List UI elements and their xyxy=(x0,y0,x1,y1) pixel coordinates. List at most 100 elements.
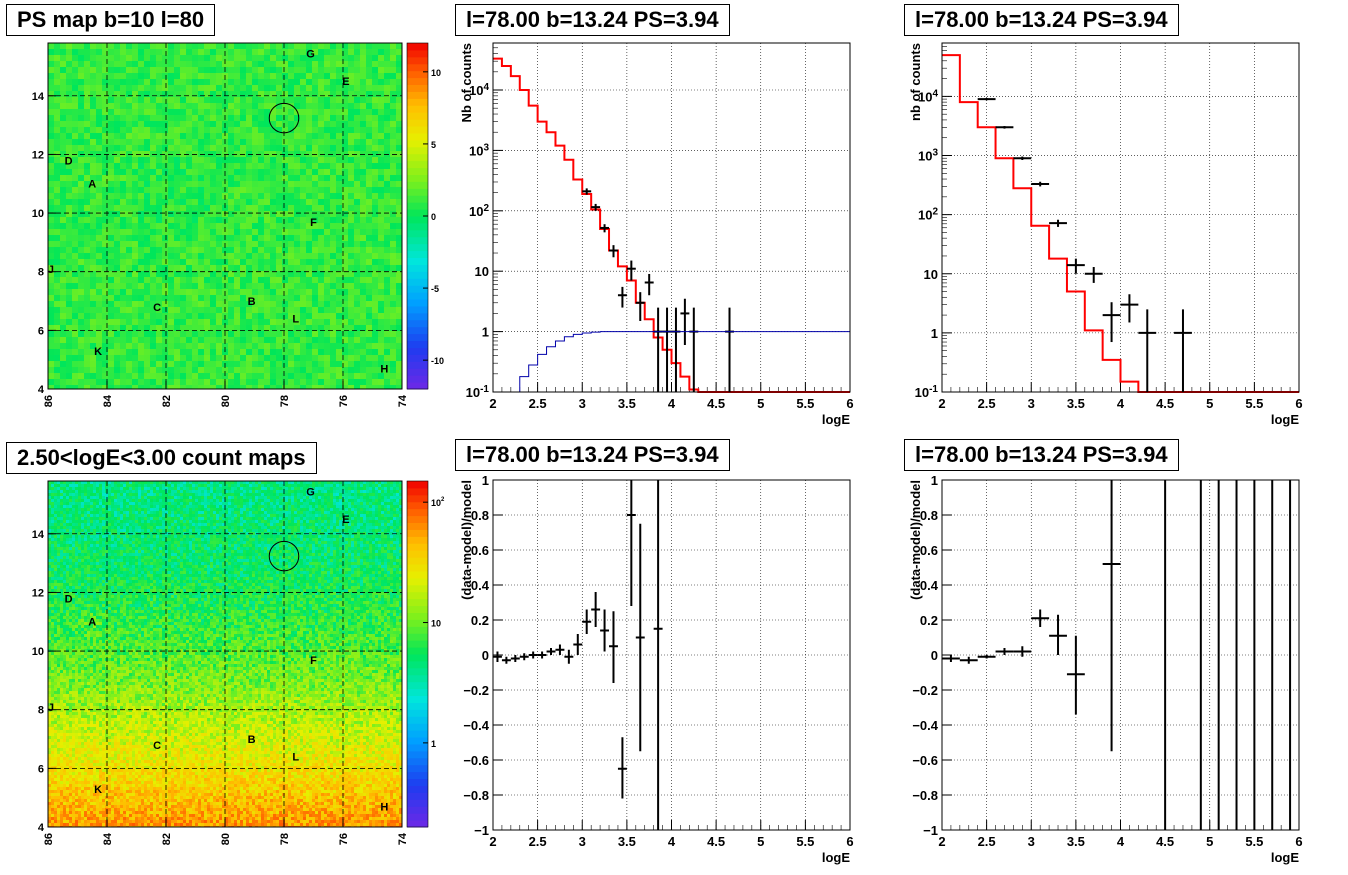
source-label-D: D xyxy=(65,155,73,167)
source-label-J: J xyxy=(48,264,54,276)
map-ytick-label: 6 xyxy=(38,325,44,337)
ytick-label: −1 xyxy=(474,823,489,838)
xtick-label: 4.5 xyxy=(1156,396,1174,411)
source-label-F: F xyxy=(310,655,317,667)
ytick-label: 103 xyxy=(469,142,489,158)
xtick-label: 3.5 xyxy=(1067,396,1085,411)
map-xtick-label: 76 xyxy=(338,833,350,845)
x-axis-label: logE xyxy=(1271,850,1299,865)
ytick-label: −0.8 xyxy=(912,788,938,803)
source-label-G: G xyxy=(306,486,315,498)
map-xtick-label: 86 xyxy=(43,833,55,845)
ytick-label: 10 xyxy=(475,264,489,279)
source-label-D: D xyxy=(65,593,73,605)
ytick-label: −0.4 xyxy=(912,718,938,733)
xtick-label: 2.5 xyxy=(529,396,547,411)
colorbar-tick-label: 5 xyxy=(431,140,436,150)
map-ytick-label: 4 xyxy=(38,384,45,396)
y-axis-label: nb of counts xyxy=(908,43,923,121)
xtick-label: 6 xyxy=(846,396,853,411)
map-xtick-label: 80 xyxy=(220,395,232,407)
source-label-E: E xyxy=(342,76,349,88)
map-xtick-label: 84 xyxy=(102,394,114,407)
xtick-label: 3 xyxy=(579,396,586,411)
map-colorbar: -10 -5 0 5 10 xyxy=(407,43,444,390)
ytick-label: 10-1 xyxy=(466,384,490,400)
ytick-label: −0.2 xyxy=(463,683,489,698)
xtick-label: 5.5 xyxy=(796,834,814,849)
ytick-label: 0.2 xyxy=(920,613,938,628)
xtick-label: 2.5 xyxy=(978,396,996,411)
xtick-label: 3.5 xyxy=(618,834,636,849)
xtick-label: 5.5 xyxy=(1245,396,1263,411)
ytick-label: −0.6 xyxy=(463,753,489,768)
ytick-label: 1 xyxy=(482,325,489,340)
xtick-label: 6 xyxy=(846,834,853,849)
map-ytick-label: 12 xyxy=(32,587,44,599)
ytick-label: −0.4 xyxy=(463,718,489,733)
xtick-label: 4.5 xyxy=(707,396,725,411)
map-ytick-label: 4 xyxy=(38,822,45,834)
xtick-label: 2 xyxy=(489,396,496,411)
source-label-B: B xyxy=(248,296,256,308)
xtick-label: 4.5 xyxy=(1156,834,1174,849)
source-label-A: A xyxy=(88,617,96,629)
xtick-label: 6 xyxy=(1295,396,1302,411)
colorbar-tick-label: -10 xyxy=(431,356,444,366)
map-xtick-label: 80 xyxy=(220,833,232,845)
xtick-label: 6 xyxy=(1295,834,1302,849)
ytick-label: −0.2 xyxy=(912,683,938,698)
source-label-F: F xyxy=(310,217,317,229)
source-label-G: G xyxy=(306,48,315,60)
map-xtick-label: 78 xyxy=(279,833,291,845)
map1-title: PS map b=10 l=80 xyxy=(6,4,215,36)
ytick-label: 0.2 xyxy=(471,613,489,628)
ytick-label: −1 xyxy=(923,823,938,838)
ytick-label: 1 xyxy=(931,473,938,488)
source-label-L: L xyxy=(292,314,299,326)
map-ytick-label: 8 xyxy=(38,705,44,717)
xtick-label: 4 xyxy=(668,396,676,411)
colorbar-tick-label: 10 xyxy=(431,619,441,629)
colorbar-tick-label: -5 xyxy=(431,284,439,294)
spectrum1-title: l=78.00 b=13.24 PS=3.94 xyxy=(455,4,730,36)
chart-spec2: 2 2.5 3 3.5 4 4.5 5 5.5 610-1110102103104logEnb … xyxy=(908,43,1303,427)
ytick-label: 10 xyxy=(924,267,938,282)
colorbar-tick-label: 0 xyxy=(431,212,436,222)
y-axis-label: (data-model)/model xyxy=(459,480,474,600)
xtick-label: 2 xyxy=(938,834,945,849)
map2-title: 2.50<logE<3.00 count maps xyxy=(6,442,317,474)
map-ytick-label: 6 xyxy=(38,763,44,775)
map-xtick-label: 86 xyxy=(43,395,55,407)
colorbar-tick-label: 102 xyxy=(431,497,445,508)
chart-res2: 2 2.5 3 3.5 4 4.5 5 5.5 6−1−0.8−0.6−0.4−0.200.20… xyxy=(908,473,1303,865)
xtick-label: 3 xyxy=(1028,396,1035,411)
map-xtick-label: 78 xyxy=(279,395,291,407)
source-label-E: E xyxy=(342,514,349,526)
ytick-label: 102 xyxy=(469,203,489,219)
x-axis-label: logE xyxy=(1271,412,1299,427)
xtick-label: 4 xyxy=(668,834,676,849)
source-label-C: C xyxy=(153,302,161,314)
xtick-label: 2 xyxy=(489,834,496,849)
map-xtick-label: 76 xyxy=(338,395,350,407)
map-panel-ps: 86 84 82 80 78 76 74468101214GEDAFJBCLKH-10-50… xyxy=(32,43,444,407)
source-label-A: A xyxy=(88,179,96,191)
x-axis-label: logE xyxy=(822,850,850,865)
colorbar-tick-label: 10 xyxy=(431,68,441,78)
xtick-label: 5 xyxy=(757,834,764,849)
map-ytick-label: 8 xyxy=(38,267,44,279)
residual2-title: l=78.00 b=13.24 PS=3.94 xyxy=(904,439,1179,471)
xtick-label: 3 xyxy=(579,834,586,849)
source-label-H: H xyxy=(380,801,388,813)
ytick-label: 10-1 xyxy=(915,384,939,400)
xtick-label: 5 xyxy=(1206,396,1213,411)
chart-res1: 2 2.5 3 3.5 4 4.5 5 5.5 6−1−0.8−0.6−0.4−0.200.20… xyxy=(459,473,854,865)
chart-spec1: 2 2.5 3 3.5 4 4.5 5 5.5 610-1110102103104logENb … xyxy=(459,43,854,427)
x-axis-label: logE xyxy=(822,412,850,427)
xtick-label: 4 xyxy=(1117,396,1125,411)
source-label-K: K xyxy=(94,346,102,358)
